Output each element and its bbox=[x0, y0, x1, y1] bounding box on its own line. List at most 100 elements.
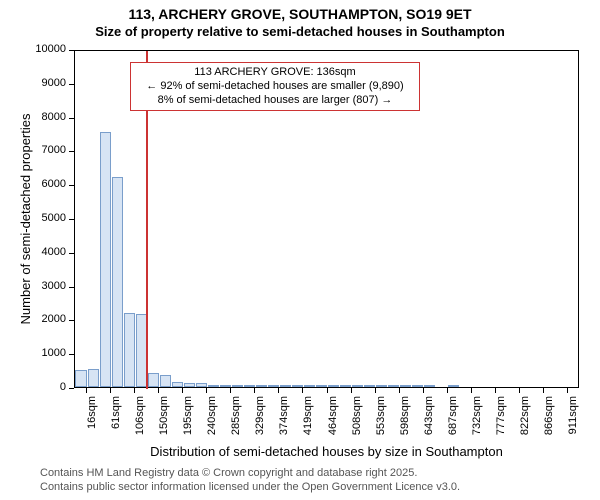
histogram-bar bbox=[352, 385, 363, 387]
x-tick-label: 150sqm bbox=[158, 396, 170, 446]
x-tick bbox=[230, 388, 231, 393]
y-tick bbox=[69, 84, 74, 85]
x-tick-label: 866sqm bbox=[543, 396, 555, 446]
x-tick bbox=[110, 388, 111, 393]
histogram-bar bbox=[184, 383, 195, 387]
histogram-bar bbox=[148, 373, 159, 387]
x-tick-label: 374sqm bbox=[278, 396, 290, 446]
histogram-bar bbox=[316, 385, 327, 387]
attribution-footer: Contains HM Land Registry data © Crown c… bbox=[40, 466, 460, 495]
histogram-bar bbox=[376, 385, 387, 387]
y-tick bbox=[69, 287, 74, 288]
histogram-bar bbox=[75, 370, 86, 387]
x-tick bbox=[447, 388, 448, 393]
histogram-bar bbox=[400, 385, 411, 387]
x-tick bbox=[351, 388, 352, 393]
annotation-line: 8% of semi-detached houses are larger (8… bbox=[137, 94, 413, 108]
histogram-bar bbox=[424, 385, 435, 387]
histogram-bar bbox=[256, 385, 267, 387]
histogram-bar bbox=[340, 385, 351, 387]
x-tick-label: 508sqm bbox=[351, 396, 363, 446]
histogram-bar bbox=[448, 385, 459, 387]
histogram-bar bbox=[124, 313, 135, 387]
chart-title: 113, ARCHERY GROVE, SOUTHAMPTON, SO19 9E… bbox=[0, 6, 600, 22]
x-tick bbox=[375, 388, 376, 393]
x-tick-label: 643sqm bbox=[423, 396, 435, 446]
histogram-bar bbox=[220, 385, 231, 387]
histogram-bar bbox=[160, 375, 171, 387]
x-tick-label: 777sqm bbox=[495, 396, 507, 446]
x-tick bbox=[519, 388, 520, 393]
x-tick-label: 61sqm bbox=[110, 396, 122, 446]
figure: { "title": "113, ARCHERY GROVE, SOUTHAMP… bbox=[0, 0, 600, 500]
x-tick-label: 195sqm bbox=[182, 396, 194, 446]
y-tick-label: 5000 bbox=[0, 213, 66, 224]
x-tick bbox=[495, 388, 496, 393]
y-tick-label: 1000 bbox=[0, 348, 66, 359]
x-tick bbox=[278, 388, 279, 393]
x-tick-label: 464sqm bbox=[327, 396, 339, 446]
y-tick bbox=[69, 118, 74, 119]
x-tick-label: 329sqm bbox=[254, 396, 266, 446]
y-tick bbox=[69, 354, 74, 355]
y-tick-label: 0 bbox=[0, 382, 66, 393]
x-tick-label: 687sqm bbox=[447, 396, 459, 446]
y-tick-label: 8000 bbox=[0, 112, 66, 123]
histogram-bar bbox=[232, 385, 243, 387]
footer-line: Contains HM Land Registry data © Crown c… bbox=[40, 466, 460, 480]
histogram-bar bbox=[208, 385, 219, 387]
histogram-bar bbox=[280, 385, 291, 387]
y-tick bbox=[69, 50, 74, 51]
histogram-bar bbox=[412, 385, 423, 387]
annotation-line: ← 92% of semi-detached houses are smalle… bbox=[137, 80, 413, 94]
y-tick bbox=[69, 185, 74, 186]
annotation-line: 113 ARCHERY GROVE: 136sqm bbox=[137, 66, 413, 80]
x-tick-label: 911sqm bbox=[567, 396, 579, 446]
x-tick bbox=[423, 388, 424, 393]
histogram-bar bbox=[328, 385, 339, 387]
y-tick bbox=[69, 320, 74, 321]
y-tick-label: 3000 bbox=[0, 281, 66, 292]
histogram-bar bbox=[88, 369, 99, 387]
chart-subtitle: Size of property relative to semi-detach… bbox=[0, 24, 600, 39]
y-tick bbox=[69, 388, 74, 389]
histogram-bar bbox=[292, 385, 303, 387]
histogram-bar bbox=[364, 385, 375, 387]
x-tick bbox=[567, 388, 568, 393]
x-tick bbox=[86, 388, 87, 393]
y-tick-label: 9000 bbox=[0, 78, 66, 89]
x-tick bbox=[182, 388, 183, 393]
histogram-bar bbox=[244, 385, 255, 387]
x-tick-label: 732sqm bbox=[471, 396, 483, 446]
y-tick-label: 7000 bbox=[0, 145, 66, 156]
x-tick bbox=[543, 388, 544, 393]
x-tick-label: 285sqm bbox=[230, 396, 242, 446]
x-tick-label: 419sqm bbox=[302, 396, 314, 446]
x-tick bbox=[134, 388, 135, 393]
x-tick bbox=[399, 388, 400, 393]
x-tick bbox=[471, 388, 472, 393]
x-tick bbox=[254, 388, 255, 393]
x-tick-label: 106sqm bbox=[134, 396, 146, 446]
histogram-bar bbox=[196, 383, 207, 387]
histogram-bar bbox=[388, 385, 399, 387]
y-tick-label: 6000 bbox=[0, 179, 66, 190]
y-tick-label: 2000 bbox=[0, 314, 66, 325]
histogram-bar bbox=[268, 385, 279, 387]
y-tick-label: 4000 bbox=[0, 247, 66, 258]
y-tick-label: 10000 bbox=[0, 44, 66, 55]
histogram-bar bbox=[112, 177, 123, 387]
histogram-bar bbox=[304, 385, 315, 387]
x-tick bbox=[158, 388, 159, 393]
histogram-bar bbox=[100, 132, 111, 387]
x-tick bbox=[206, 388, 207, 393]
x-tick-label: 822sqm bbox=[519, 396, 531, 446]
footer-line: Contains public sector information licen… bbox=[40, 480, 460, 494]
x-tick bbox=[327, 388, 328, 393]
annotation-box: 113 ARCHERY GROVE: 136sqm← 92% of semi-d… bbox=[130, 62, 420, 111]
x-tick-label: 240sqm bbox=[206, 396, 218, 446]
x-tick bbox=[302, 388, 303, 393]
y-tick bbox=[69, 219, 74, 220]
histogram-bar bbox=[172, 382, 183, 387]
x-axis-title: Distribution of semi-detached houses by … bbox=[74, 444, 579, 459]
